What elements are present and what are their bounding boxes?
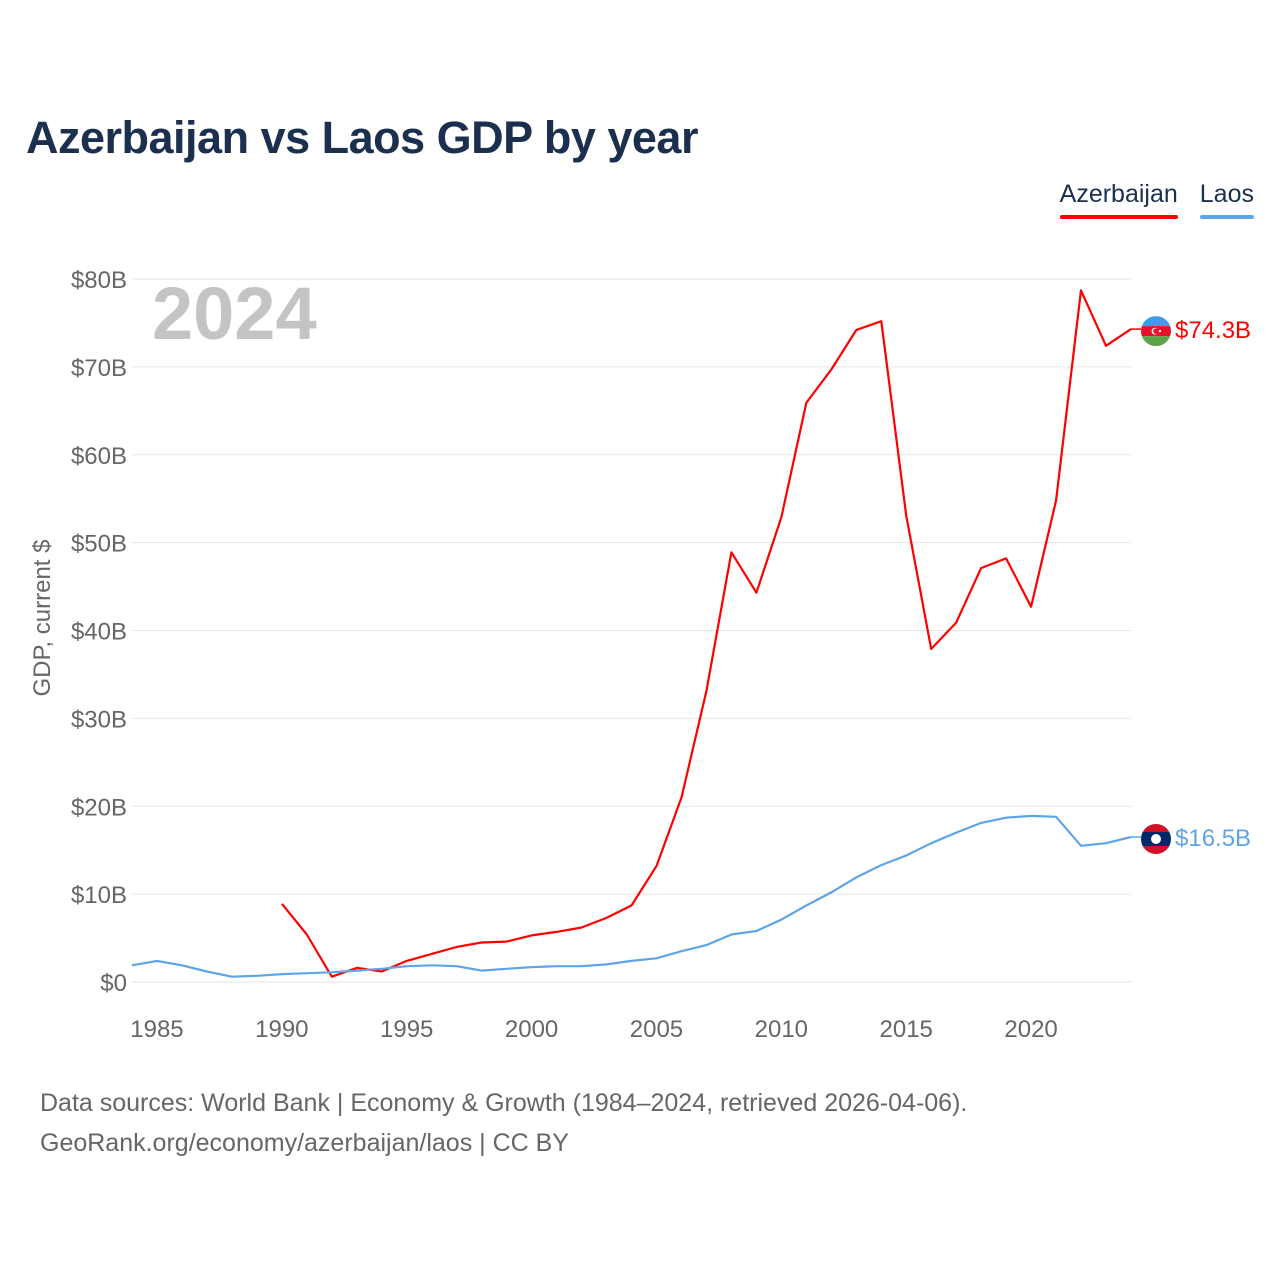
y-tick-label-0: $0 <box>100 970 127 997</box>
x-tick-label-1990: 1990 <box>255 1016 308 1043</box>
x-tick-label-2000: 2000 <box>505 1016 558 1043</box>
footer: Data sources: World Bank | Economy & Gro… <box>40 1083 967 1163</box>
legend-swatch-laos <box>1199 215 1254 219</box>
chart-title: Azerbaijan vs Laos GDP by year <box>26 112 698 163</box>
y-tick-label-10: $10B <box>71 882 127 909</box>
end-label-azerbaijan: $74.3B <box>1175 317 1251 344</box>
y-tick-label-80: $80B <box>71 267 127 294</box>
azerbaijan-flag-icon <box>1141 316 1171 347</box>
legend: Azerbaijan Laos <box>1059 180 1254 219</box>
legend-label-laos: Laos <box>1199 180 1254 208</box>
x-tick-label-2005: 2005 <box>630 1016 683 1043</box>
series-line-azerbaijan <box>281 289 1132 978</box>
legend-item-azerbaijan[interactable]: Azerbaijan <box>1059 180 1178 219</box>
y-tick-label-70: $70B <box>71 355 127 382</box>
footer-sources: Data sources: World Bank | Economy & Gro… <box>40 1089 968 1117</box>
y-tick-label-60: $60B <box>71 443 127 470</box>
legend-swatch-azerbaijan <box>1059 215 1178 219</box>
legend-label-azerbaijan: Azerbaijan <box>1059 180 1178 208</box>
y-tick-label-40: $40B <box>71 619 127 646</box>
x-tick-label-1985: 1985 <box>130 1016 183 1043</box>
x-tick-label-2010: 2010 <box>755 1016 808 1043</box>
y-tick-label-30: $30B <box>71 706 127 733</box>
footer-url: GeoRank.org/economy/azerbaijan/laos | CC… <box>40 1129 569 1157</box>
series-line-laos <box>131 814 1132 978</box>
y-tick-label-20: $20B <box>71 794 127 821</box>
laos-flag-icon <box>1141 824 1171 855</box>
x-tick-label-1995: 1995 <box>380 1016 433 1043</box>
x-tick-label-2020: 2020 <box>1004 1016 1057 1043</box>
end-label-laos: $16.5B <box>1175 825 1251 852</box>
year-watermark: 2024 <box>152 272 317 355</box>
legend-item-laos[interactable]: Laos <box>1199 180 1254 219</box>
y-axis-title: GDP, current $ <box>29 540 56 697</box>
y-tick-label-50: $50B <box>71 531 127 558</box>
x-tick-label-2015: 2015 <box>880 1016 933 1043</box>
